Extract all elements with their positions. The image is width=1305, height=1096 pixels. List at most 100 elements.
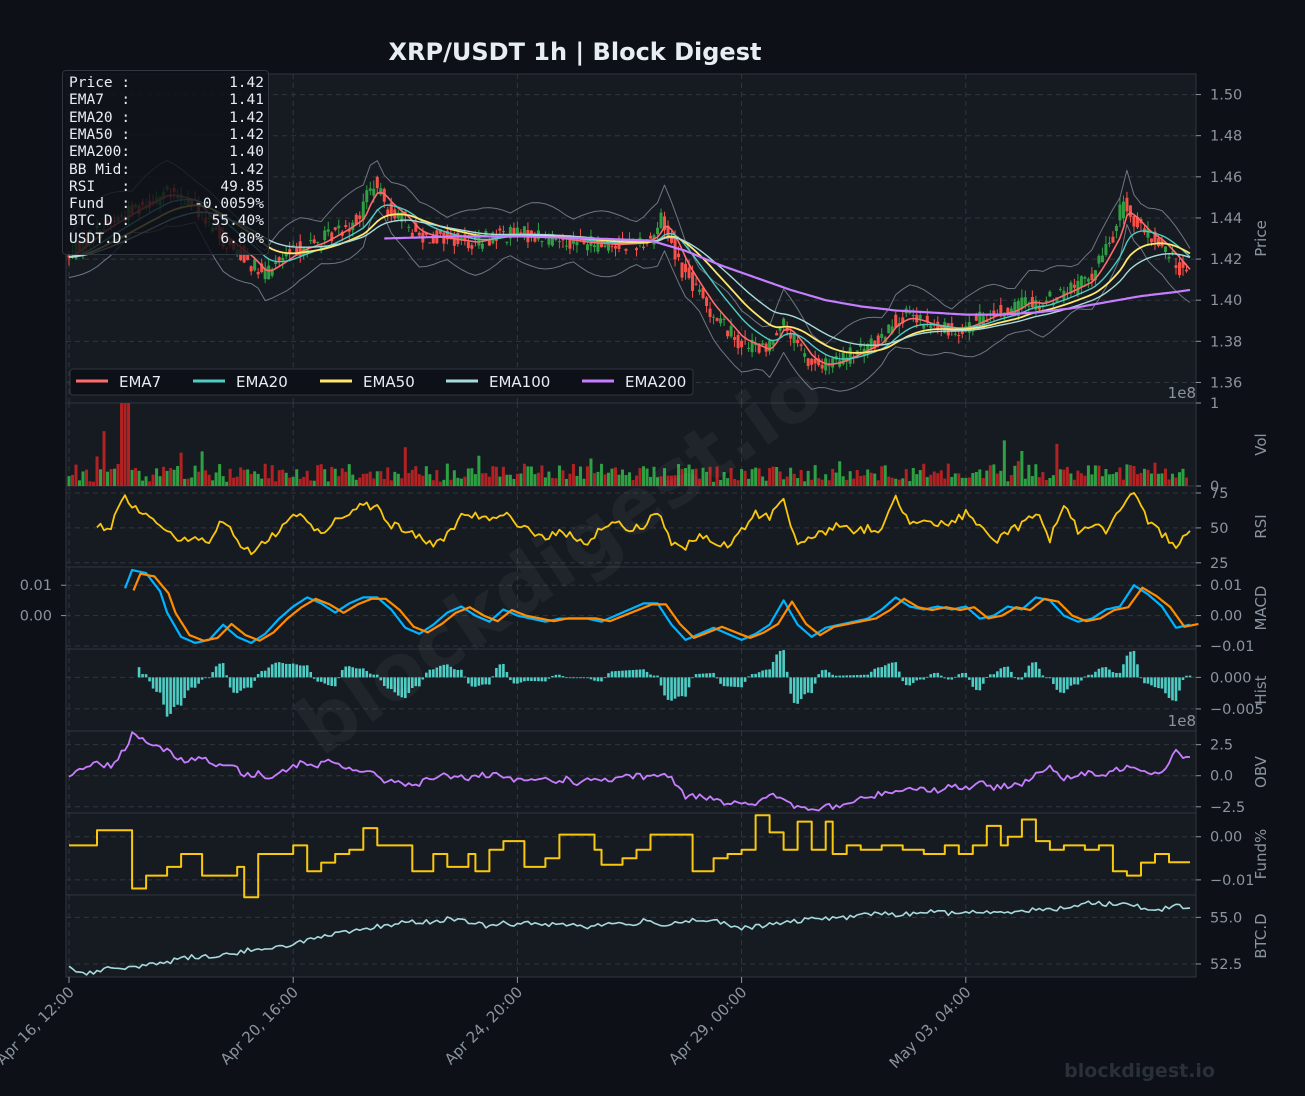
candle-body [792, 333, 796, 344]
candle-body [659, 212, 663, 228]
y-tick-label-price: 1.44 [1210, 211, 1242, 227]
volume-bar [284, 472, 288, 486]
volume-bar [778, 471, 782, 486]
histogram-bar [1167, 677, 1171, 698]
histogram-bar [960, 673, 964, 678]
histogram-bar [162, 677, 165, 705]
candle-body [438, 229, 442, 234]
histogram-bar [572, 677, 575, 679]
volume-bar [596, 471, 600, 486]
volume-bar [466, 468, 470, 486]
volume-bar [705, 471, 709, 486]
volume-bar [799, 469, 803, 486]
histogram-bar [680, 677, 684, 697]
histogram-bar [1041, 675, 1045, 678]
info-value: 1.42 [229, 109, 264, 126]
candle-body [712, 316, 716, 318]
histogram-bar [421, 677, 425, 680]
volume-bar [410, 469, 414, 486]
y-axis-label-hist: Hist [1252, 675, 1270, 704]
candle-body [407, 226, 411, 228]
candle-body [796, 339, 800, 344]
histogram-bar [561, 676, 565, 678]
x-tick-label: Apr 29, 00:00 [665, 983, 750, 1068]
histogram-bar [281, 663, 284, 678]
legend-label: EMA200 [625, 373, 686, 391]
candle-body [901, 317, 905, 324]
candle-body [813, 358, 817, 364]
histogram-bar [263, 670, 267, 678]
volume-bar [939, 470, 943, 486]
candle-body [498, 228, 502, 231]
histogram-bar [235, 677, 239, 694]
histogram-bar [726, 677, 729, 687]
candle-body [684, 263, 688, 273]
volume-bar [1006, 481, 1010, 486]
volume-bar [1069, 473, 1073, 486]
candle-body [515, 227, 519, 238]
volume-bar [992, 464, 996, 486]
histogram-bar [565, 677, 568, 679]
histogram-bar [1069, 677, 1073, 686]
volume-bar [925, 477, 929, 486]
y-axis-label-vol: Vol [1252, 433, 1270, 455]
y-tick-label-hist: −0.005 [1210, 702, 1264, 718]
histogram-bar [698, 673, 701, 678]
volume-bar [312, 480, 316, 486]
histogram-bar [298, 665, 302, 678]
histogram-bar [467, 677, 470, 684]
histogram-bar [547, 677, 551, 679]
volume-bar [256, 473, 260, 486]
histogram-bar [701, 673, 705, 678]
y-tick-label-vol: 1 [1210, 396, 1219, 412]
candle-body [1069, 282, 1073, 294]
volume-bar [1048, 478, 1052, 486]
candle-body [1013, 302, 1017, 315]
candle-body [694, 283, 698, 285]
x-tick-label: Apr 20, 16:00 [217, 983, 302, 1068]
histogram-bar [1066, 677, 1069, 690]
histogram-bar [242, 677, 246, 689]
histogram-bar [141, 674, 144, 678]
candle-body [869, 338, 873, 350]
candle-body [1076, 280, 1080, 295]
histogram-bar [589, 677, 593, 680]
histogram-bar [1111, 672, 1115, 678]
volume-bar [656, 477, 660, 486]
candle-body [733, 337, 737, 340]
y-tick-label-rsi: 75 [1210, 486, 1228, 502]
volume-bar [606, 472, 610, 486]
y-tick-label-fund: 0.00 [1210, 830, 1242, 846]
histogram-bar [996, 671, 999, 678]
volume-bar [123, 403, 127, 486]
volume-bar [1121, 479, 1125, 486]
panel-rsi [65, 485, 1197, 568]
volume-bar [967, 477, 971, 486]
candle-body [470, 245, 474, 249]
bollinger-lower [68, 208, 1191, 392]
y-tick-label-fund: −0.01 [1210, 873, 1254, 889]
histogram-bar [411, 677, 414, 689]
volume-bar [368, 471, 372, 486]
volume-bar [995, 473, 999, 486]
volume-bar [249, 474, 253, 486]
candle-body [337, 225, 341, 229]
candle-body [410, 232, 414, 238]
candle-body [729, 326, 733, 337]
candle-body [270, 269, 274, 276]
volume-bar [333, 468, 337, 486]
histogram-bar [624, 670, 628, 678]
volume-bar [950, 476, 954, 486]
volume-bar [540, 465, 544, 486]
volume-bar [754, 467, 758, 486]
histogram-bar [407, 677, 411, 694]
volume-bar [845, 479, 849, 486]
info-value: 1.42 [229, 126, 264, 143]
candle-body [831, 358, 835, 368]
candle-body [274, 262, 278, 265]
histogram-bar [1010, 671, 1013, 678]
histogram-bar [659, 677, 663, 686]
y-tick-label-price: 1.40 [1210, 293, 1242, 309]
histogram-bar [827, 672, 831, 678]
volume-bar [599, 463, 603, 486]
